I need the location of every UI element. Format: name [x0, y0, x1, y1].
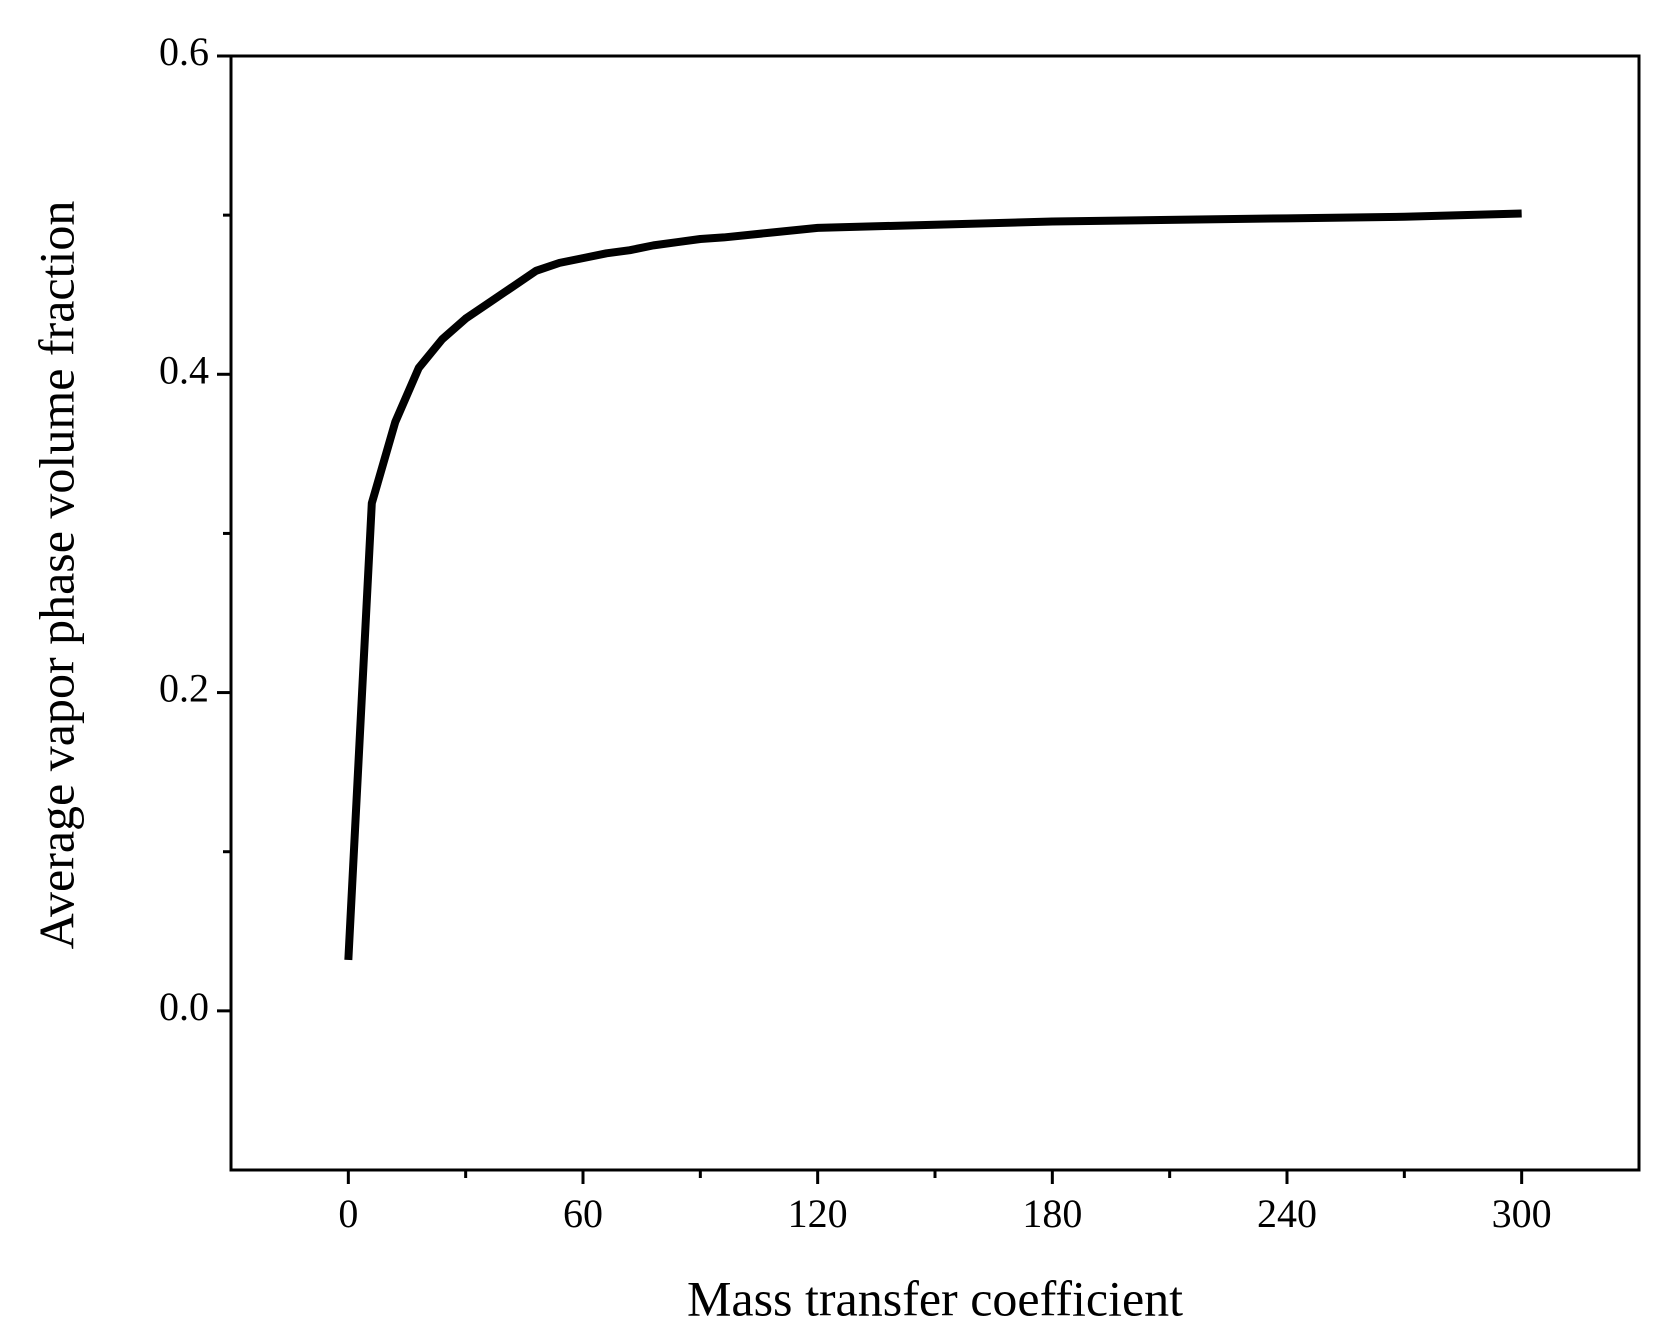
x-axis-title: Mass transfer coefficient: [687, 1270, 1183, 1326]
y-tick-label: 0.0: [159, 984, 209, 1029]
x-tick-label: 0: [338, 1191, 358, 1236]
x-tick-label: 180: [1022, 1191, 1082, 1236]
y-tick-label: 0.2: [159, 666, 209, 711]
y-axis-title: Average vapor phase volume fraction: [28, 201, 84, 950]
data-line: [344, 209, 1522, 961]
x-tick-label: 240: [1257, 1191, 1317, 1236]
y-tick-label: 0.4: [159, 347, 209, 392]
y-tick-label: 0.6: [159, 29, 209, 74]
x-tick-label: 60: [563, 1191, 603, 1236]
x-tick-label: 300: [1492, 1191, 1552, 1236]
x-tick-label: 120: [788, 1191, 848, 1236]
